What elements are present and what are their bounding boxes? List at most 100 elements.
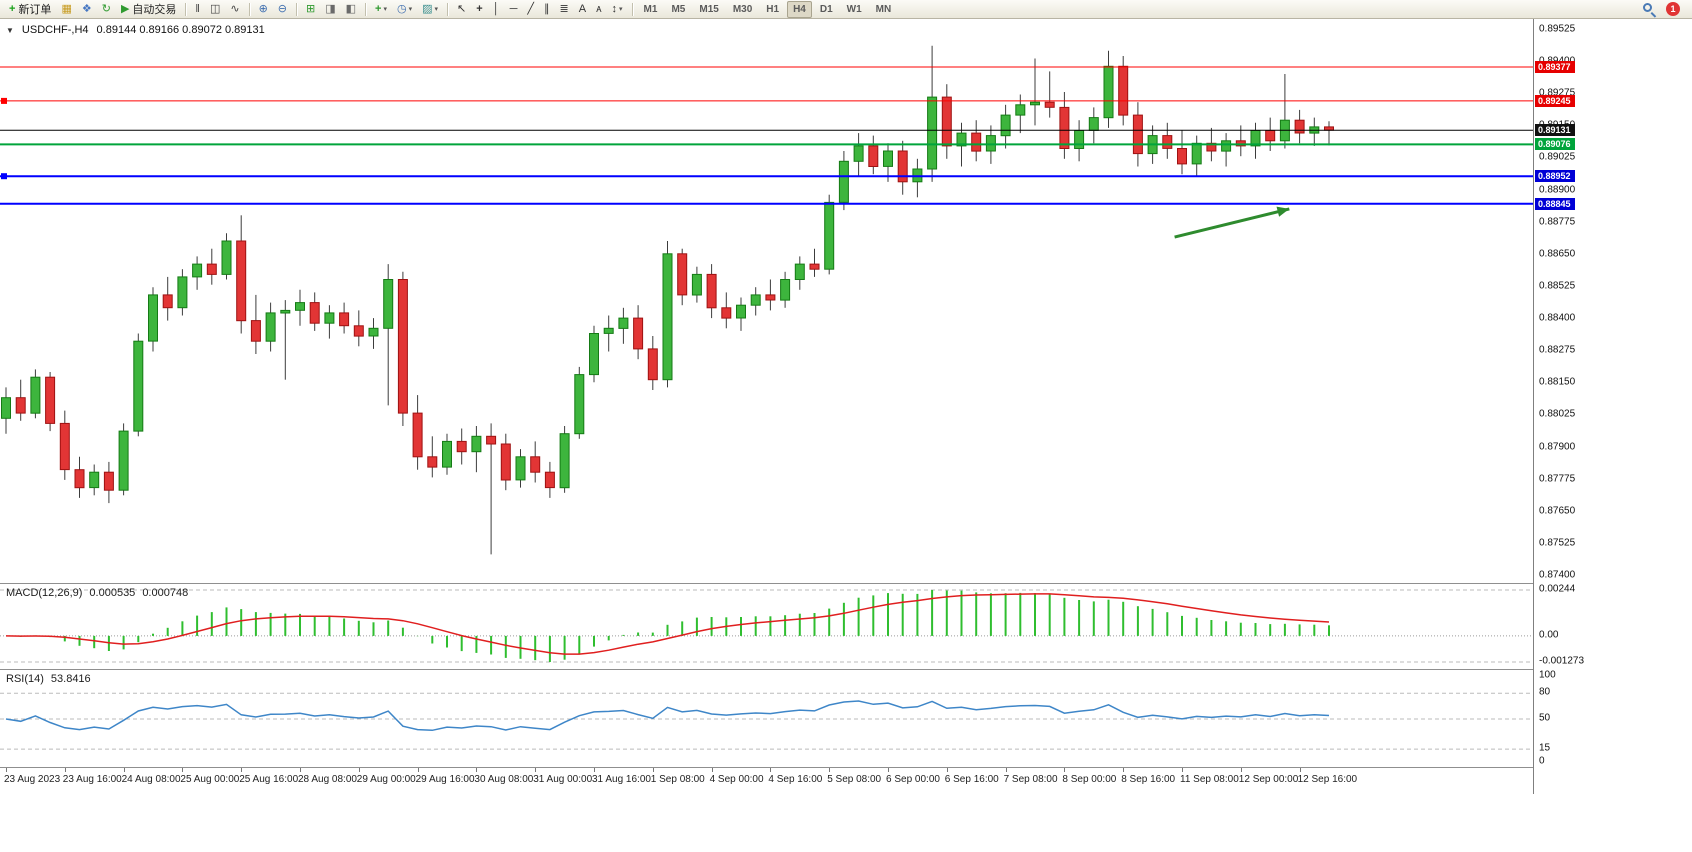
timeframe-m5-label: M5: [671, 3, 686, 15]
refresh-button[interactable]: ↻: [98, 1, 115, 18]
auto-scroll-button[interactable]: ◨: [321, 1, 339, 18]
price-tick-label: 0.88275: [1539, 344, 1576, 356]
vertical-line-button[interactable]: │: [489, 1, 504, 18]
time-label: 12 Sep 00:00: [1238, 774, 1299, 785]
time-label: 8 Sep 16:00: [1121, 774, 1176, 785]
price-axis[interactable]: 0.895250.894000.892750.891500.890250.889…: [1533, 19, 1692, 794]
profiles-button[interactable]: ❖: [78, 1, 96, 18]
support-line-1-badge: 0.88952: [1535, 170, 1575, 183]
notification-badge[interactable]: 1: [1666, 2, 1680, 16]
time-tick: [1240, 768, 1242, 772]
resistance-line-2[interactable]: [0, 97, 1533, 104]
fibonacci-button[interactable]: ≣: [556, 1, 573, 18]
zoom-out-button[interactable]: ⊖: [274, 1, 291, 18]
rsi-chart: [0, 692, 1533, 750]
timeframe-w1-button[interactable]: W1: [841, 1, 868, 18]
price-tick-label: 0.87900: [1539, 441, 1576, 453]
templates-button[interactable]: ▨ ▾: [418, 1, 442, 18]
rsi-panel[interactable]: RSI(14) 53.8416: [0, 669, 1533, 767]
timeframe-m30-button[interactable]: M30: [727, 1, 758, 18]
time-label: 1 Sep 08:00: [650, 774, 705, 785]
timeframe-h4-button[interactable]: H4: [787, 0, 812, 18]
time-tick: [123, 768, 125, 772]
timeframe-h1-button[interactable]: H1: [760, 1, 785, 18]
resistance-line-1-badge: 0.89377: [1535, 61, 1575, 74]
caret-icon: ▾: [408, 6, 413, 13]
horizontal-line-button[interactable]: ─: [506, 1, 522, 18]
time-tick: [241, 768, 243, 772]
support-line-1[interactable]: [0, 173, 1533, 180]
rsi-line: [5, 700, 1330, 732]
time-label: 23 Aug 2023: [4, 774, 61, 785]
trendline-button[interactable]: ╱: [523, 1, 538, 18]
cursor-icon: ↖: [457, 2, 467, 15]
rsi-value: 53.8416: [50, 673, 91, 685]
symbol-label: USDCHF-,H4: [21, 24, 89, 36]
crosshair-button[interactable]: +: [472, 1, 486, 18]
macd-label: MACD(12,26,9) 0.000535 0.000748: [6, 587, 188, 599]
timeframe-mn-label: MN: [875, 3, 892, 15]
zoom-out-icon: ⊖: [277, 2, 288, 15]
timeframe-m15-button[interactable]: M15: [693, 1, 724, 18]
candlestick-chart-button[interactable]: ◫: [206, 1, 224, 18]
timeframe-d1-label: D1: [819, 3, 833, 15]
chart-shift-icon: ◧: [345, 2, 357, 15]
templates-icon: ▨: [422, 2, 433, 15]
new-order-button[interactable]: + 新订单: [5, 1, 55, 18]
channel-button[interactable]: ∥: [540, 1, 554, 18]
new-order-text: 新订单: [18, 4, 52, 16]
time-tick: [1299, 768, 1301, 772]
ohlc-values: 0.89144 0.89166 0.89072 0.89131: [96, 24, 265, 36]
resistance-line-2-badge: 0.89245: [1535, 94, 1575, 107]
timeframe-m15-label: M15: [699, 3, 719, 15]
rsi-axis-label: 100: [1539, 669, 1556, 681]
bar-chart-icon: ‖: [195, 2, 200, 15]
indicators-button[interactable]: + ▾: [371, 1, 391, 18]
bar-chart-button[interactable]: ‖: [191, 1, 204, 18]
cursor-button[interactable]: ↖: [453, 1, 470, 18]
price-tick-label: 0.88025: [1539, 408, 1576, 420]
text-button[interactable]: A: [575, 1, 590, 18]
time-label: 31 Aug 00:00: [533, 774, 593, 785]
support-line-green-badge: 0.89076: [1535, 138, 1575, 151]
time-axis[interactable]: 23 Aug 2023 23 Aug 16:00 24 Aug 08:00 25 Au…: [0, 767, 1533, 793]
macd-panel[interactable]: MACD(12,26,9) 0.000535 0.000748: [0, 583, 1533, 669]
caret-icon: ▾: [434, 6, 439, 13]
time-label: 25 Aug 16:00: [239, 774, 299, 785]
label-button[interactable]: ᴀ: [592, 1, 605, 18]
bid-price-line-badge: 0.89131: [1535, 124, 1575, 137]
time-tick: [652, 768, 654, 772]
caret-icon: ▾: [619, 6, 623, 13]
price-chart[interactable]: [0, 19, 1533, 583]
trend-arrow[interactable]: [1174, 206, 1290, 239]
crosshair-icon: +: [476, 2, 483, 15]
chart-shift-button[interactable]: ◧: [342, 1, 360, 18]
periods-button[interactable]: ◷ ▾: [393, 1, 416, 18]
timeframe-m1-button[interactable]: M1: [638, 1, 664, 18]
zoom-in-button[interactable]: ⊕: [255, 1, 272, 18]
time-tick: [1005, 768, 1007, 772]
time-tick: [535, 768, 537, 772]
time-tick: [829, 768, 831, 772]
auto-trading-icon: ▶: [120, 2, 130, 15]
time-label: 8 Sep 00:00: [1062, 774, 1117, 785]
fibonacci-icon: ≣: [559, 2, 569, 15]
periods-icon: ◷: [397, 2, 407, 15]
time-tick: [770, 768, 772, 772]
timeframe-mn-button[interactable]: MN: [870, 1, 898, 18]
arrows-button[interactable]: ↕ ▾: [608, 1, 627, 18]
timeframe-m5-button[interactable]: M5: [665, 1, 691, 18]
auto-trading-button[interactable]: ▶ 自动交易: [117, 1, 180, 18]
tile-windows-button[interactable]: ⊞: [302, 1, 319, 18]
new-chart-button[interactable]: ▦: [57, 1, 75, 18]
line-chart-button[interactable]: ∿: [226, 1, 243, 18]
timeframe-d1-button[interactable]: D1: [814, 1, 839, 18]
time-tick: [888, 768, 889, 772]
collapse-arrow-icon[interactable]: ▼: [6, 25, 14, 35]
macd-main-value: 0.000535: [89, 587, 136, 599]
toolbar-separator: [248, 2, 250, 16]
search-icon[interactable]: [1642, 2, 1657, 18]
rsi-name: RSI(14): [6, 673, 44, 685]
